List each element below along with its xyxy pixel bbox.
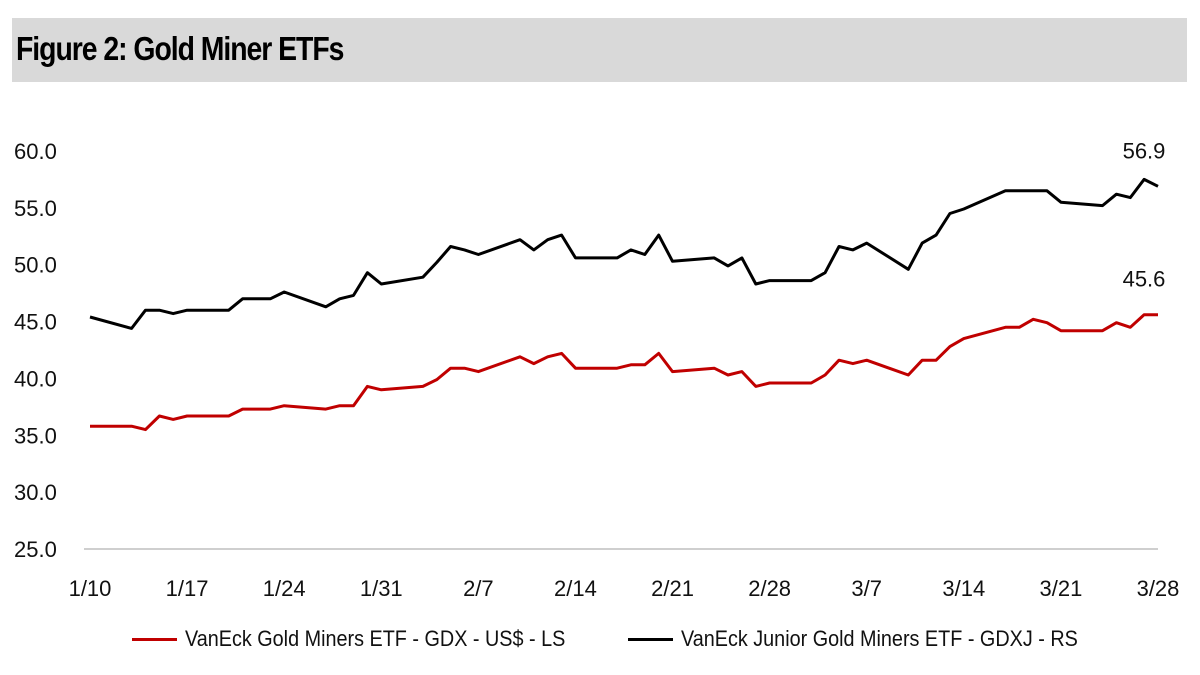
series-line-gdx: [90, 313, 1158, 432]
x-tick-label: 1/24: [263, 576, 306, 601]
x-tick-label: 2/28: [748, 576, 791, 601]
x-tick-label: 2/14: [554, 576, 597, 601]
x-tick-label: 3/28: [1137, 576, 1180, 601]
title-bar: Figure 2: Gold Miner ETFs: [12, 18, 1187, 82]
x-tick-label: 2/7: [463, 576, 494, 601]
legend: VanEck Gold Miners ETF - GDX - US$ - LS …: [0, 626, 1200, 660]
y-tick-label: 55.0: [14, 196, 57, 221]
chart-title: Figure 2: Gold Miner ETFs: [16, 30, 344, 67]
x-tick-label: 2/21: [651, 576, 694, 601]
x-tick-label: 1/31: [360, 576, 403, 601]
y-tick-label: 40.0: [14, 366, 57, 391]
y-tick-label: 30.0: [14, 480, 57, 505]
legend-swatch-gdxj: [628, 637, 673, 641]
x-tick-label: 3/14: [942, 576, 985, 601]
legend-label-gdxj: VanEck Junior Gold Miners ETF - GDXJ - R…: [681, 626, 1078, 651]
x-tick-label: 3/7: [851, 576, 882, 601]
x-tick-label: 1/17: [166, 576, 209, 601]
y-tick-label: 60.0: [14, 139, 57, 164]
y-tick-label: 45.0: [14, 310, 57, 335]
y-tick-label: 50.0: [14, 253, 57, 278]
x-tick-label: 1/10: [69, 576, 112, 601]
end-label-gdxj: 56.9: [1123, 138, 1166, 163]
legend-item-gdx: VanEck Gold Miners ETF - GDX - US$ - LS: [132, 626, 608, 652]
y-tick-label: 25.0: [14, 537, 57, 562]
end-label-gdx: 45.6: [1123, 267, 1166, 292]
legend-label-gdx: VanEck Gold Miners ETF - GDX - US$ - LS: [185, 626, 566, 651]
legend-swatch-gdx: [132, 637, 177, 641]
legend-item-gdxj: VanEck Junior Gold Miners ETF - GDXJ - R…: [628, 626, 1122, 652]
series-line-gdxj: [89, 177, 1159, 330]
x-tick-label: 3/21: [1039, 576, 1082, 601]
y-tick-label: 35.0: [14, 423, 57, 448]
